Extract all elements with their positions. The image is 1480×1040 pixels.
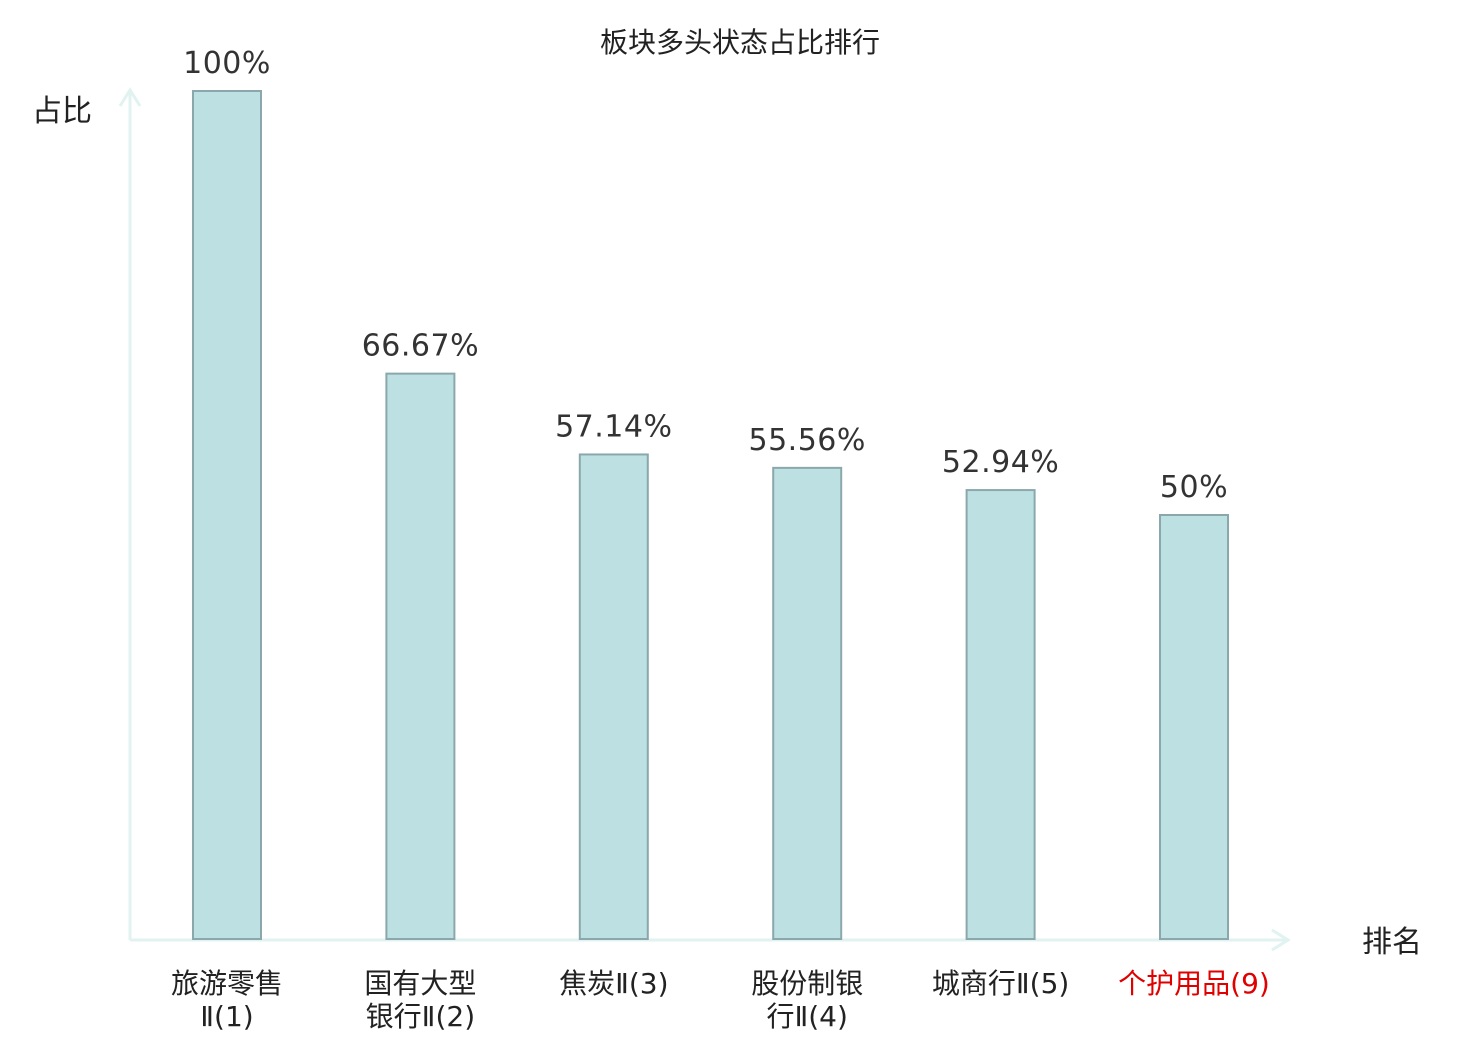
bar-2 bbox=[385, 372, 456, 940]
category-label-line: 旅游零售 bbox=[171, 967, 283, 1000]
value-label-2: 66.67% bbox=[362, 329, 479, 364]
bar-6 bbox=[1159, 514, 1229, 940]
category-label-line: 个护用品(9) bbox=[1118, 967, 1270, 1000]
value-labels: 100% 66.67% 57.14% 55.56% 52.94% 50% bbox=[183, 46, 1228, 505]
category-label-3: 焦炭Ⅱ(3) bbox=[559, 967, 668, 1000]
category-label-line: Ⅱ(1) bbox=[200, 1000, 253, 1033]
category-label-line: 焦炭Ⅱ(3) bbox=[559, 967, 668, 1000]
category-label-5: 城商行Ⅱ(5) bbox=[932, 967, 1069, 1000]
value-label-4: 55.56% bbox=[749, 423, 866, 458]
category-label-line: 行Ⅱ(4) bbox=[766, 1000, 847, 1033]
bar-5 bbox=[965, 489, 1036, 940]
chart-title: 板块多头状态占比排行 bbox=[600, 26, 880, 59]
category-label-line: 国有大型 bbox=[364, 967, 476, 1000]
x-axis-label: 排名 bbox=[1362, 925, 1422, 960]
bar-1 bbox=[192, 90, 262, 940]
category-label-line: 城商行Ⅱ(5) bbox=[932, 967, 1069, 1000]
category-labels: 旅游零售 Ⅱ(1) 国有大型银行Ⅱ(2) 焦炭Ⅱ(3) 股份制银行Ⅱ(4) 城商行Ⅱ(5)… bbox=[171, 967, 1270, 1033]
y-axis-label: 占比 bbox=[32, 94, 92, 129]
value-label-1: 100% bbox=[183, 46, 271, 81]
bar-4 bbox=[772, 466, 843, 940]
bars bbox=[192, 90, 1229, 940]
value-label-5: 52.94% bbox=[942, 445, 1059, 480]
value-label-6: 50% bbox=[1160, 470, 1228, 505]
bar-3 bbox=[578, 453, 649, 940]
category-label-2: 国有大型银行Ⅱ(2) bbox=[364, 967, 476, 1033]
x-axis bbox=[130, 928, 1291, 952]
category-label-line: 股份制银 bbox=[751, 967, 863, 1000]
category-label-line: 银行Ⅱ(2) bbox=[366, 1000, 475, 1033]
y-axis bbox=[118, 87, 142, 940]
value-label-3: 57.14% bbox=[555, 409, 672, 444]
category-label-6: 个护用品(9) bbox=[1118, 967, 1270, 1000]
category-label-1: 旅游零售 Ⅱ(1) bbox=[171, 967, 283, 1033]
category-label-4: 股份制银行Ⅱ(4) bbox=[751, 967, 863, 1033]
